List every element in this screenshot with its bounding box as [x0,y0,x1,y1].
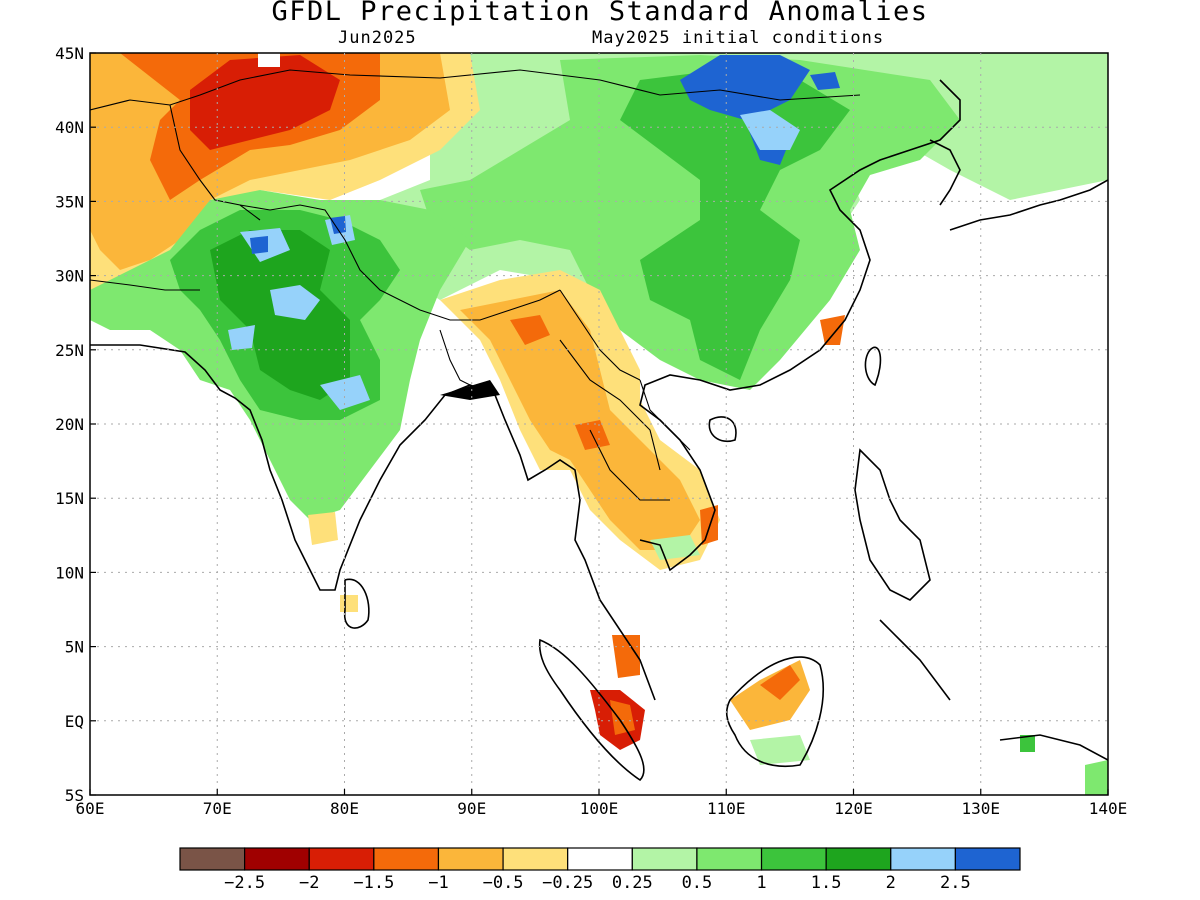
lat-tick-label: 40N [55,118,84,137]
lat-tick-label: 10N [55,563,84,582]
colorbar-label: 0.25 [612,873,653,893]
colorbar-label: 2 [886,873,896,893]
lon-tick-label: 110E [707,799,746,818]
colorbar-label: −1 [428,873,448,893]
lon-tick-label: 90E [457,799,486,818]
region-south-india-dry [308,512,338,545]
region-sri-lanka-dry [340,595,358,612]
region-india-light-blue-1 [270,285,320,320]
colorbar-swatch [308,847,375,871]
lon-tick-label: 80E [330,799,359,818]
colorbar-swatch [437,847,504,871]
lon-tick-label: 120E [834,799,873,818]
colorbar-label: −2.5 [224,873,265,893]
country-borders [90,69,861,501]
colorbar-label: 2.5 [940,873,971,893]
colorbar-swatch [631,847,698,871]
lat-tick-label: 5S [65,786,84,805]
lat-tick-label: EQ [65,712,84,731]
colorbar-swatch [179,847,246,871]
colorbar-label: 1 [756,873,766,893]
region-india-blue-2 [330,216,346,234]
lat-tick-label: 15N [55,489,84,508]
colorbar-swatch [890,847,956,871]
colorbar-label: −2 [299,873,319,893]
colorbar-swatch [244,847,310,871]
colorbar-label: 1.5 [811,873,842,893]
region-china-wet-core [620,70,850,380]
bangladesh-delta [440,380,500,400]
region-central-asia-extreme-dry [190,55,340,150]
colorbar-swatch [567,847,633,871]
lat-tick-label: 35N [55,192,84,211]
anomaly-fields [90,53,1108,795]
colorbar-swatch [502,847,569,871]
lat-tick-label: 20N [55,415,84,434]
region-sumatra-core [610,700,635,735]
region-india-light-blue-2 [320,375,370,410]
white-gap [258,53,280,67]
colorbar-label: −0.5 [483,873,524,893]
region-indochina-spot-1 [510,315,550,345]
colorbar-swatch [760,847,827,871]
coastlines [90,79,1108,782]
lat-tick-label: 45N [55,44,84,63]
colorbar: −2.5 −2 −1.5 −1 −0.5 −0.25 0.25 0.5 1 1.5 2 2.5 [179,847,1021,893]
region-mongolia-wet-ring [740,110,800,150]
colorbar-label: 0.5 [682,873,713,893]
region-borneo-core [760,665,800,700]
region-india-blue-1 [250,236,268,254]
initial-conditions: May2025 initial conditions [592,28,885,48]
lon-tick-label: 60E [76,799,105,818]
lon-tick-label: 130E [961,799,1000,818]
lon-tick-label: 100E [580,799,619,818]
lon-tick-label: 70E [203,799,232,818]
colorbar-label: −0.25 [542,873,593,893]
colorbar-swatch [696,847,763,871]
lat-tick-label: 25N [55,341,84,360]
region-south-china-spot [820,315,845,345]
longitude-ticks: 60E 70E 80E 90E 100E 110E 120E 130E 140E [76,789,1128,818]
region-borneo-wet [750,735,810,765]
lon-tick-label: 140E [1089,799,1128,818]
chart-title: GFDL Precipitation Standard Anomalies [271,0,929,27]
forecast-month: Jun2025 [338,28,417,48]
lat-tick-label: 30N [55,267,84,286]
colorbar-label: −1.5 [353,873,394,893]
colorbar-swatch [954,847,1021,871]
gridlines [90,53,1108,795]
latitude-ticks: 45N 40N 35N 30N 25N 20N 15N 10N 5N EQ 5S [55,44,96,805]
region-mongolia-blue-spot [810,72,840,90]
region-indochina-dry-core [460,290,700,550]
lat-tick-label: 5N [65,638,84,657]
colorbar-swatch [373,847,440,871]
region-sw-pacific-wet [1085,760,1108,795]
region-malaya-dry [612,635,640,678]
region-indochina-wet-patch [650,535,700,560]
region-india-light-blue-5 [228,325,255,350]
colorbar-swatch [825,847,892,871]
region-new-guinea-wet [1020,735,1035,752]
